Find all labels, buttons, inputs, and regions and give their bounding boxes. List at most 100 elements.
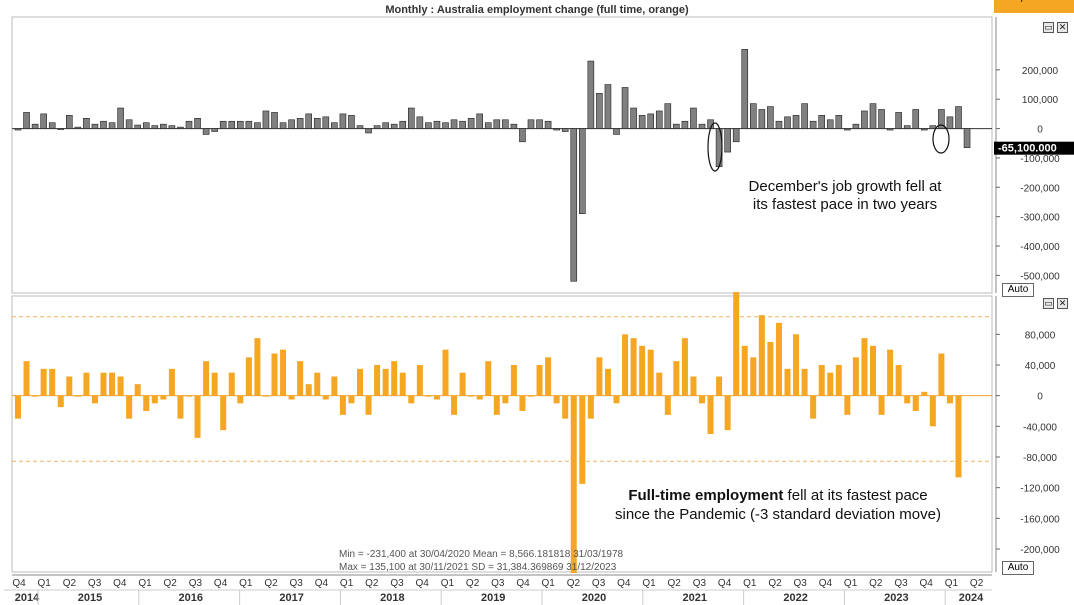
bar [938,353,945,396]
top-minimize-button[interactable]: ▭ [1043,22,1054,33]
bar [382,368,389,396]
x-tick-label: Q4 [718,578,732,589]
bar [613,395,620,404]
x-tick-label: Q1 [642,578,656,589]
bar [374,365,381,396]
bar [425,122,432,129]
bar [921,391,928,396]
bar [664,103,672,129]
x-tick-label: Q4 [113,578,127,589]
bar [681,338,688,396]
bar [228,120,236,129]
y-tick-label: -200,000 [1020,183,1060,194]
bar [125,119,133,129]
x-tick-label: Q2 [365,578,379,589]
top-close-button[interactable]: ✕ [1057,22,1068,33]
bar [245,357,252,396]
bar [638,115,646,129]
bar [186,395,192,397]
bar [245,120,253,129]
bar [271,112,278,129]
bar [502,395,509,404]
bar [194,395,201,438]
bar [262,110,270,129]
x-tick-label: Q1 [844,578,858,589]
bar [219,120,227,129]
bar [348,115,355,129]
bottom-annotation-rest: fell at its fastest pace [783,487,927,504]
bar [827,372,834,396]
x-year-label: 2021 [683,592,707,604]
x-tick-label: Q3 [491,578,505,589]
top-annotation-line2: its fastest pace in two years [753,196,937,213]
last-value-label: -65,100.000 [998,143,1057,155]
bar [630,338,637,396]
bottom-annotation-bold: Full-time employment [628,487,783,504]
bar [416,116,424,129]
bottom-auto-button[interactable]: Auto [1002,561,1034,575]
bar [66,376,73,396]
bar [579,395,586,484]
bar [493,395,500,415]
bar [724,395,731,431]
y-tick-label: 100,000 [1022,95,1059,106]
bar [655,110,663,129]
x-tick-label: Q2 [970,578,984,589]
bar [502,119,509,129]
x-axis: Q4 Q1 Q2 Q3 Q4 Q1 Q2 Q3 Q4 Q1 Q2 Q3 Q4 Q1 Q2 Q3 Q4 Q1 Q2 Q3… [4,574,992,605]
bar [639,345,646,396]
bar [912,395,919,411]
bar [578,128,586,215]
bar [835,115,843,129]
bar [767,106,774,129]
bar [758,315,765,396]
bar [177,126,184,129]
x-tick-label: Q4 [819,578,833,589]
bar [185,120,193,129]
x-tick-label: Q3 [290,578,304,589]
bar [322,395,329,400]
bar [792,115,800,129]
bar [40,368,47,396]
bar [442,349,449,396]
x-tick-label: Q1 [239,578,253,589]
bar [741,48,749,129]
bar [399,372,406,396]
bar [237,120,244,129]
bottom-minimize-button[interactable]: ▭ [1043,298,1054,309]
bar [211,128,218,132]
bar [288,395,295,400]
bar [724,128,731,153]
x-tick-label: Q4 [416,578,430,589]
bar [861,110,868,129]
top-panel: 200,000 100,000 0 -100,000 -200,000 -300,000 -… [11,16,1074,294]
bar [818,115,826,129]
y-tick-label: -160,000 [1020,514,1060,525]
x-tick-label: Q1 [945,578,959,589]
bar [844,128,851,131]
bar [809,120,817,129]
x-year-label: 2018 [380,592,404,604]
y-tick-label: 0 [1037,392,1043,403]
bottom-panel: 80,000 40,000 0 -40,000 -80,000 -120,000 -160,… [11,0,1074,574]
bar [57,128,65,130]
bar [570,128,578,282]
highlight-ellipse [707,122,723,172]
bar [442,122,449,129]
bottom-close-button[interactable]: ✕ [1057,298,1068,309]
top-auto-button[interactable]: Auto [1002,283,1034,297]
bar [134,124,141,129]
bar [408,395,415,404]
x-tick-label: Q2 [63,578,77,589]
bar [151,125,159,129]
x-tick-label: Q2 [869,578,883,589]
bar [878,395,885,415]
bar [117,376,124,396]
bar [561,128,569,132]
bar [160,123,167,129]
x-year-label: 2023 [884,592,908,604]
bar [373,125,381,129]
bar [878,109,885,129]
bar [142,122,150,129]
bar [835,365,842,396]
